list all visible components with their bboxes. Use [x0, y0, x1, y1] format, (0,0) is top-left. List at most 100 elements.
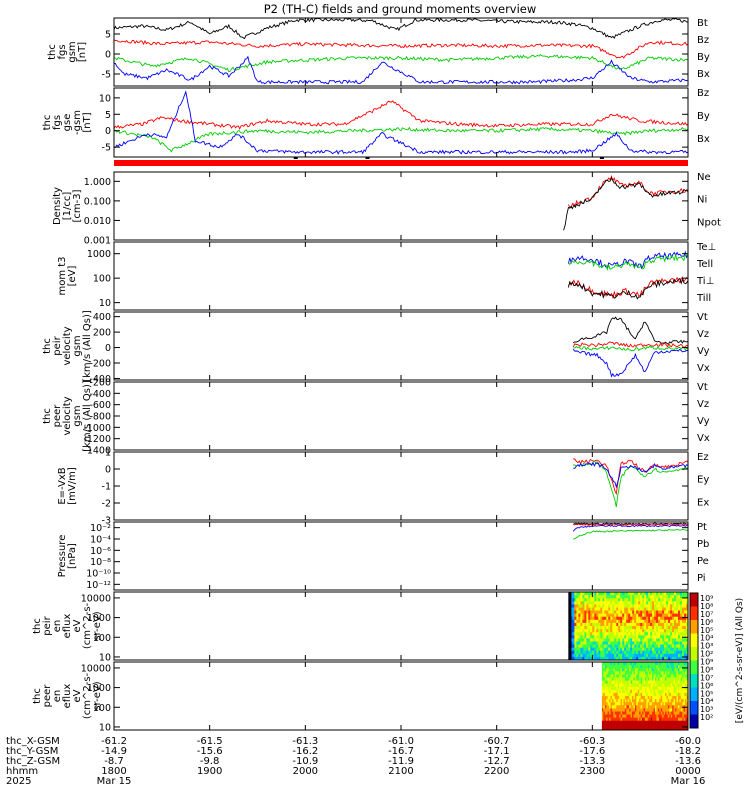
spectrogram-cell: [654, 626, 657, 630]
spectrogram-cell: [646, 610, 649, 614]
spectrogram-cell: [586, 653, 589, 658]
spectrogram-cell: [611, 726, 614, 731]
spectrogram-cell: [638, 613, 641, 618]
spectrogram-cell: [646, 632, 649, 636]
spectrogram-cell: [676, 650, 679, 655]
spectrogram-cell: [632, 689, 634, 694]
spectrogram-cell: [624, 613, 627, 618]
spectrogram-cell: [622, 677, 624, 681]
spectrogram-cell: [658, 638, 661, 642]
y-tick-label: 0: [105, 50, 111, 61]
spectrogram-cell: [603, 705, 606, 709]
y-tick-label: -1000: [83, 423, 111, 434]
spectrogram-cell: [662, 650, 665, 655]
spectrogram-cell: [648, 607, 651, 611]
spectrogram-cell: [604, 726, 607, 731]
spectrogram-cell: [636, 662, 639, 666]
spectrogram-cell: [602, 638, 605, 642]
spectrogram-cell: [672, 723, 674, 728]
spectrogram-cell: [683, 686, 686, 691]
spectrogram-cell: [652, 613, 655, 618]
spectrogram-cell: [650, 680, 653, 684]
y-tick-label: 100: [93, 274, 111, 285]
spectrogram-cell: [676, 668, 679, 672]
spectrogram-cell: [672, 708, 674, 712]
spectrogram-cell: [642, 699, 644, 703]
spectrogram-cell: [666, 689, 669, 694]
spectrogram-cell: [603, 726, 606, 731]
spectrogram-cell: [616, 671, 619, 675]
spectrogram-cell: [580, 595, 583, 599]
colorbar-segment: [690, 657, 698, 661]
spectrogram-cell: [684, 607, 687, 611]
spectrogram-cell: [609, 674, 611, 678]
spectrogram-cell: [578, 641, 581, 645]
spectrogram-cell: [590, 601, 593, 605]
spectrogram-cell: [649, 692, 652, 697]
spectrogram-cell: [640, 680, 643, 684]
spectrogram-cell: [680, 692, 683, 697]
spectrogram-cell: [668, 598, 671, 602]
spectrogram-cell: [600, 622, 603, 627]
spectrogram-cell: [634, 708, 637, 712]
spectrogram-cell: [616, 650, 619, 655]
spectrogram-cell: [680, 626, 683, 630]
spectrogram-cell: [578, 656, 581, 661]
spectrogram-cell: [672, 607, 675, 611]
spectrogram-cell: [649, 689, 652, 694]
spectrogram-cell: [652, 650, 655, 655]
spectrogram-cell: [620, 601, 623, 605]
spectrogram-cell: [668, 607, 671, 611]
spectrogram-cell: [672, 711, 674, 715]
spectrogram-cell: [609, 689, 611, 694]
spectrogram-cell: [630, 696, 633, 700]
spectrogram-cell: [623, 665, 626, 669]
spectrogram-cell: [682, 689, 685, 694]
spectrogram-cell: [574, 656, 577, 661]
spectrogram-cell: [683, 708, 686, 712]
xaxis-value: -61.5: [197, 736, 223, 747]
spectrogram-cell: [636, 686, 639, 691]
xaxis-value: -13.3: [579, 756, 605, 767]
spectrogram-cell: [650, 702, 653, 706]
y-tick-label: 10: [99, 722, 111, 733]
spectrogram-cell: [665, 717, 667, 722]
spectrogram-cell: [669, 726, 672, 731]
spectrogram-cell: [678, 665, 680, 669]
spectrogram-cell: [600, 592, 603, 596]
spectrogram-cell: [596, 610, 599, 614]
spectrogram-cell: [604, 626, 607, 630]
spectrogram-cell: [617, 671, 620, 675]
spectrogram-cell: [607, 702, 610, 706]
spectrogram-cell: [676, 656, 679, 661]
spectrogram-cell: [655, 683, 657, 688]
xaxis-value: -8.7: [104, 756, 124, 767]
spectrogram-cell: [683, 692, 686, 697]
spectrogram-cell: [584, 616, 587, 621]
spectrogram-cell: [642, 683, 644, 688]
spectrogram-cell: [679, 723, 682, 728]
spectrogram-cell: [624, 650, 627, 655]
spectrogram-cell: [610, 699, 613, 703]
y-axis-label: thc: [32, 688, 43, 704]
spectrogram-cell: [572, 635, 575, 639]
spectrogram-cell: [646, 714, 649, 718]
spectrogram-cell: [596, 641, 599, 645]
spectrogram-cell: [660, 604, 663, 608]
spectrogram-cell: [614, 604, 617, 608]
spectrogram-cell: [630, 699, 633, 703]
spectrogram-cell: [672, 622, 675, 627]
spectrogram-cell: [642, 686, 644, 691]
spectrogram-cell: [609, 671, 611, 675]
spectrogram-cell: [626, 629, 629, 633]
xaxis-value: -60.7: [484, 736, 510, 747]
spectrogram-cell: [596, 598, 599, 602]
spectrogram-cell: [660, 683, 663, 688]
spectrogram-cell: [636, 717, 639, 722]
spectrogram-cell: [616, 708, 619, 712]
spectrogram-cell: [614, 680, 617, 684]
series-Pe: [573, 528, 689, 540]
spectrogram-cell: [646, 708, 649, 712]
spectrogram-cell: [665, 714, 667, 718]
spectrogram-cell: [618, 610, 621, 614]
